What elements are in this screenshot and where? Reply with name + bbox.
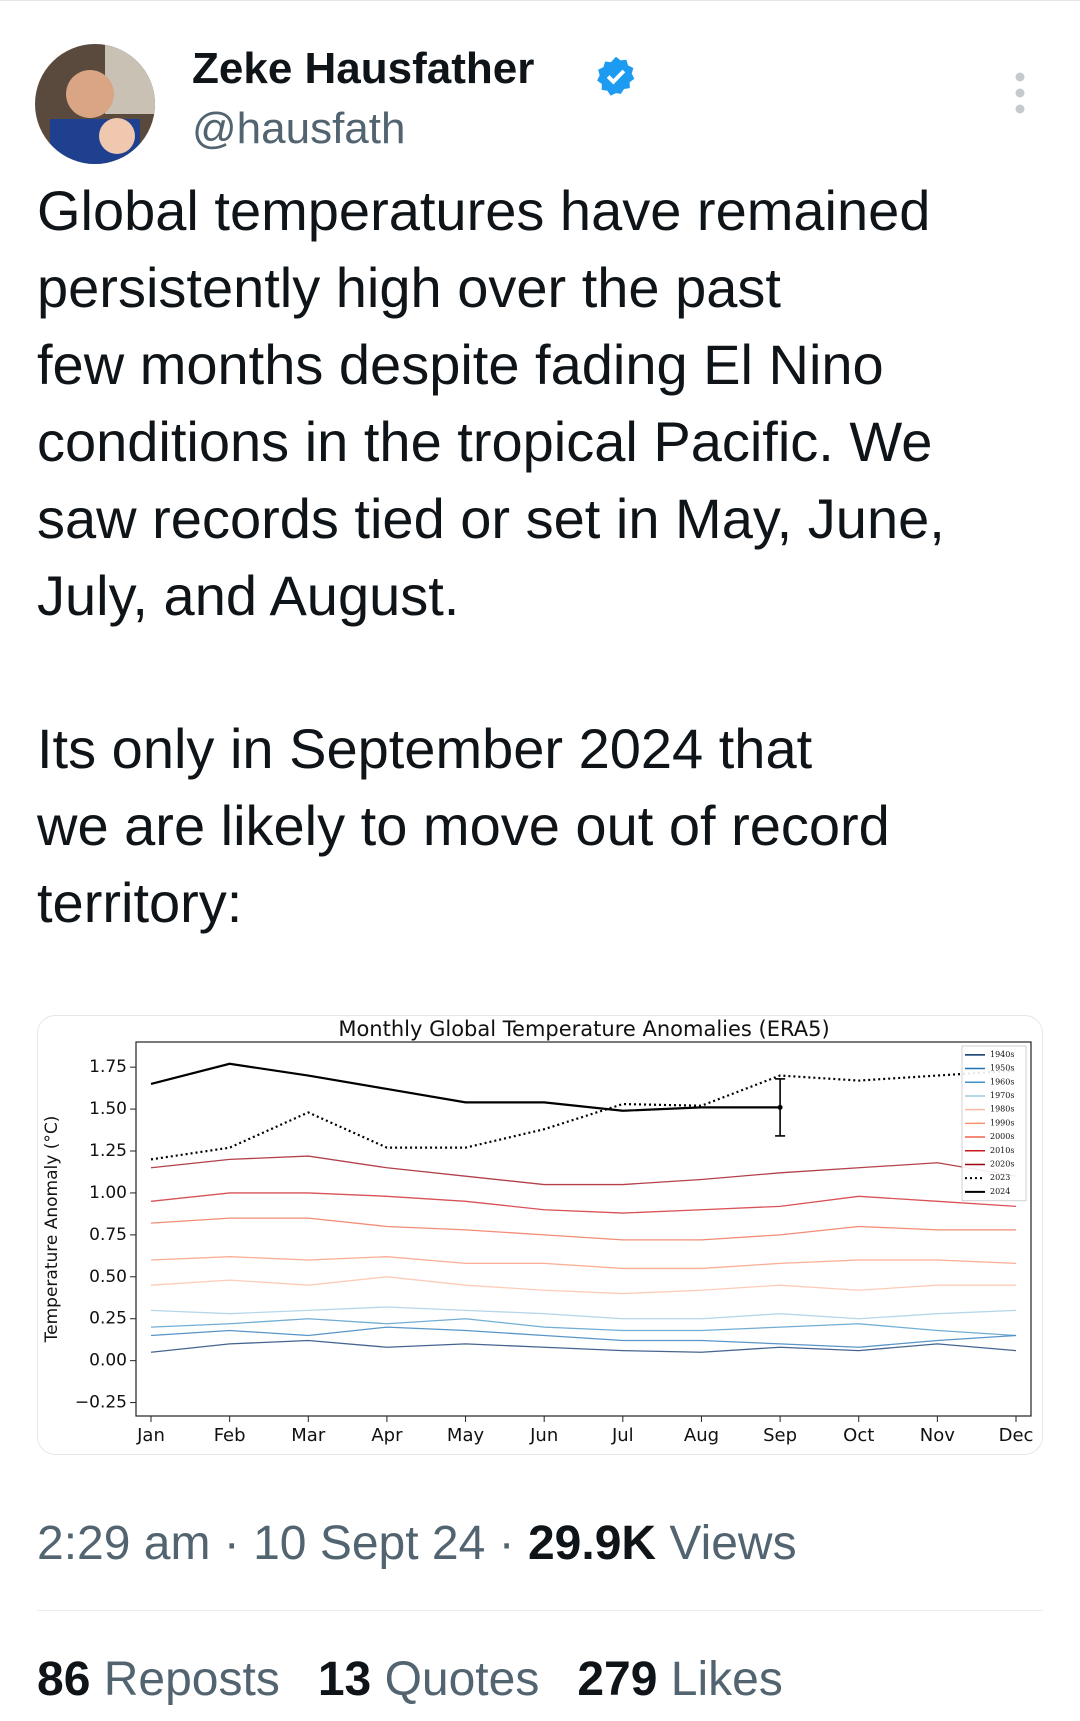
body-line: we are likely to move out of record [37,794,890,857]
stat[interactable]: 279 Likes [577,1653,783,1706]
legend-label: 2000s [990,1132,1014,1141]
author-handle[interactable]: @hausfath [192,104,406,153]
stat-count: 86 [37,1653,91,1706]
x-tick-label: Jan [136,1425,165,1446]
legend-label: 1960s [990,1077,1014,1086]
y-tick-label: 1.75 [89,1057,127,1077]
x-tick-label: Aug [684,1425,719,1446]
series-line [150,1256,1017,1270]
body-line: Its only in September 2024 that [37,717,813,780]
stat-label: Reposts [103,1653,280,1706]
x-tick-label: Dec [999,1425,1034,1446]
avatar[interactable] [35,44,155,164]
body-line: Global temperatures have remained [37,179,931,242]
divider [37,1610,1043,1611]
series-line [150,1192,1017,1214]
body-line: territory: [37,871,243,934]
legend-label: 1940s [990,1050,1014,1059]
post-date[interactable]: 10 Sept 24 [253,1517,486,1570]
series-line [150,1062,781,1112]
series-line [150,1069,1017,1161]
body-line: few months despite fading El Nino [37,333,884,396]
error-point [777,1104,783,1110]
post-time[interactable]: 2:29 am [37,1517,211,1570]
more-menu[interactable] [1010,70,1030,116]
y-tick-label: 0.50 [89,1267,127,1287]
body-line: July, and August. [37,564,460,627]
y-tick-label: 1.50 [89,1099,127,1119]
x-tick-label: Jun [529,1425,558,1446]
views-label: Views [669,1517,797,1570]
x-tick-label: Jul [611,1425,634,1446]
separator: · [223,1517,240,1570]
series-line [150,1306,1017,1320]
view-count: 29.9K [527,1517,657,1570]
x-tick-label: May [447,1425,485,1446]
legend-label: 2023 [990,1173,1010,1182]
chart-title: Monthly Global Temperature Anomalies (ER… [338,1017,829,1041]
stat-count: 279 [577,1653,658,1706]
x-tick-label: Feb [214,1425,246,1446]
post-stats: 86 Reposts 13 Quotes 279 Likes [37,1652,821,1707]
body-line: conditions in the tropical Pacific. We [37,410,933,473]
y-tick-label: 0.00 [89,1351,127,1371]
stat-label: Likes [670,1653,783,1706]
series-line [150,1155,1017,1186]
separator: · [498,1517,515,1570]
y-tick-label: 0.25 [89,1309,127,1329]
post-meta: 2:29 am · 10 Sept 24 · 29.9K Views [37,1516,797,1571]
legend-label: 1970s [990,1091,1014,1100]
series-line [150,1339,1017,1353]
top-border [0,0,1080,1]
series-line [150,1326,1017,1348]
legend-label: 1950s [990,1064,1014,1073]
chart-image[interactable]: Monthly Global Temperature Anomalies (ER… [37,1015,1043,1455]
stat[interactable]: 13 Quotes [318,1653,540,1706]
stat-count: 13 [317,1653,372,1706]
stat[interactable]: 86 Reposts [37,1653,280,1706]
legend-label: 1980s [990,1105,1014,1114]
x-tick-label: Nov [920,1425,955,1446]
stat-label: Quotes [384,1653,540,1706]
y-tick-label: 1.00 [89,1183,127,1203]
verified-badge [597,56,635,96]
body-line: persistently high over the past [37,256,781,319]
y-tick-label: −0.25 [75,1393,127,1413]
series-line [150,1276,1016,1295]
x-tick-label: Mar [291,1425,326,1446]
legend-label: 2010s [990,1146,1014,1155]
y-axis-label: Temperature Anomaly (°C) [42,1116,62,1344]
x-tick-label: Oct [843,1425,874,1446]
body-line: saw records tied or set in May, June, [37,487,945,550]
x-tick-label: Apr [371,1425,403,1446]
series-line [150,1217,1016,1241]
series-line [150,1318,1017,1337]
plot-frame [135,1041,1032,1417]
x-tick-label: Sep [763,1425,797,1446]
author-name[interactable]: Zeke Hausfather [192,44,535,93]
y-tick-label: 1.25 [89,1141,127,1161]
y-tick-label: 0.75 [89,1225,127,1245]
legend-label: 2020s [990,1159,1014,1168]
legend-label: 2024 [990,1187,1010,1196]
legend-label: 1990s [990,1118,1014,1127]
